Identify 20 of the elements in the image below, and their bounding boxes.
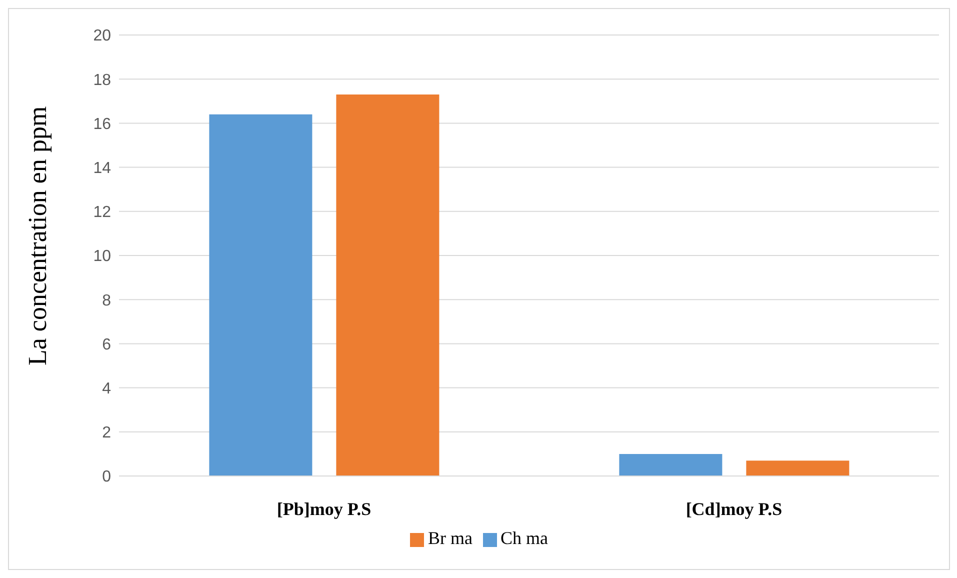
y-tick-label: 18 [93, 72, 112, 89]
y-tick-label: 10 [93, 248, 112, 266]
y-axis-title: La concentration en ppm [23, 106, 52, 366]
y-tick-label: 12 [93, 204, 112, 222]
bar [336, 94, 440, 476]
y-tick-label: 0 [102, 468, 112, 486]
y-tick-label: 4 [102, 380, 112, 398]
y-tick-label: 16 [93, 116, 112, 133]
y-tick-label: 20 [93, 28, 112, 45]
bar [619, 454, 722, 476]
y-tick-label: 8 [102, 292, 112, 310]
x-tick-label: [Cd]moy P.S [686, 498, 782, 519]
y-tick-label: 14 [93, 160, 112, 177]
bar [746, 460, 850, 476]
y-tick-label: 6 [102, 336, 112, 354]
legend-label: Ch ma [500, 528, 548, 548]
legend-label: Br ma [428, 528, 472, 548]
y-tick-label: 2 [102, 424, 112, 442]
x-tick-label: [Pb]moy P.S [276, 498, 372, 519]
bar [209, 114, 312, 476]
